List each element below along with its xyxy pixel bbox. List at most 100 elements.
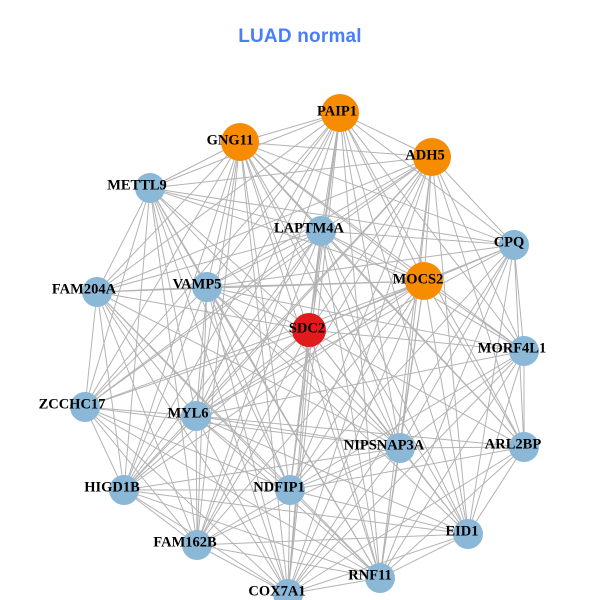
network-edge — [379, 446, 525, 579]
network-node-label: NIPSNAP3A — [344, 437, 425, 453]
network-node-label: FAM204A — [52, 281, 117, 297]
network-edge — [287, 230, 322, 595]
network-edge — [196, 230, 322, 546]
network-edge — [84, 329, 310, 408]
network-edge — [320, 230, 401, 449]
network-edge — [149, 156, 433, 189]
network-edge — [320, 230, 515, 246]
network-edge — [96, 230, 322, 293]
network-edge — [339, 112, 381, 579]
network-edge — [379, 533, 469, 579]
network-node-gng11[interactable] — [221, 123, 259, 161]
network-edge — [123, 489, 469, 535]
network-node-adh5[interactable] — [413, 138, 451, 176]
network-edge — [399, 447, 469, 535]
network-edge — [289, 447, 401, 491]
network-edge — [239, 141, 310, 331]
network-edge — [96, 291, 198, 546]
network-edge — [96, 187, 151, 293]
network-node-label: EID1 — [445, 523, 478, 539]
network-node-label: RNF11 — [348, 567, 392, 583]
network-node-zcchc17[interactable] — [70, 392, 100, 422]
network-edge — [195, 350, 525, 417]
network-node-label: MORF4L1 — [478, 340, 546, 356]
network-node-higd1b[interactable] — [109, 475, 139, 505]
network-node-fam204a[interactable] — [82, 277, 112, 307]
network-edge — [431, 156, 525, 448]
network-node-label: ZCCHC17 — [39, 396, 106, 412]
network-node-label: NDFIP1 — [253, 479, 305, 495]
network-edge — [196, 156, 433, 546]
network-edge — [84, 280, 425, 408]
network-node-vamp5[interactable] — [192, 272, 222, 302]
network-node-morf4l1[interactable] — [509, 336, 539, 366]
network-edge — [149, 187, 515, 246]
network-node-label: MYL6 — [167, 405, 208, 421]
network-edge — [289, 244, 515, 491]
network-node-label: LAPTM4A — [274, 220, 345, 236]
network-edge — [206, 244, 515, 288]
network-node-laptm4a[interactable] — [306, 216, 336, 246]
network-edge — [339, 112, 469, 535]
network-edge — [339, 112, 401, 449]
network-edge — [289, 230, 322, 491]
network-edge — [84, 406, 401, 449]
network-edge — [149, 187, 291, 491]
network-edge — [123, 415, 197, 491]
network-edge — [195, 286, 208, 417]
network-node-myl6[interactable] — [181, 401, 211, 431]
network-edge — [239, 141, 525, 352]
network-node-ndfip1[interactable] — [275, 475, 305, 505]
network-edge — [123, 489, 381, 579]
network-edge — [96, 291, 197, 417]
network-edge — [196, 544, 381, 579]
network-edge — [195, 415, 525, 448]
network-edge — [287, 156, 433, 595]
network-node-label: CPQ — [494, 234, 525, 250]
network-edge — [195, 415, 198, 546]
node-layer[interactable] — [70, 94, 539, 600]
network-edge — [84, 291, 98, 408]
network-edge — [149, 187, 289, 595]
network-edge — [287, 244, 515, 595]
network-node-paip1[interactable] — [321, 94, 359, 132]
network-edge — [289, 489, 469, 535]
network-edge — [431, 156, 525, 352]
network-node-nipsnap3a[interactable] — [385, 433, 415, 463]
network-node-label: MOCS2 — [393, 271, 444, 287]
network-node-fam162b[interactable] — [182, 530, 212, 560]
network-edge — [195, 415, 401, 449]
network-edge — [123, 187, 151, 491]
network-edge — [399, 244, 515, 449]
network-edge — [96, 291, 289, 595]
network-edge — [123, 141, 241, 491]
network-edge — [84, 286, 208, 408]
network-node-sdc2[interactable] — [292, 313, 326, 347]
network-edge — [423, 156, 433, 282]
network-edge — [320, 230, 381, 579]
network-edge — [467, 244, 515, 535]
network-node-mocs2[interactable] — [405, 262, 443, 300]
network-node-cpq[interactable] — [499, 230, 529, 260]
network-node-rnf11[interactable] — [365, 563, 395, 593]
network-edge — [84, 187, 151, 408]
network-edge — [206, 230, 322, 288]
network-node-label: FAM162B — [153, 534, 217, 550]
network-edge — [195, 329, 310, 417]
network-node-arl2bp[interactable] — [509, 432, 539, 462]
network-node-label: METTL9 — [107, 177, 167, 193]
network-edge — [123, 286, 208, 491]
network-edge — [149, 187, 401, 449]
network-node-eid1[interactable] — [453, 519, 483, 549]
network-edge — [399, 156, 433, 449]
network-node-cox7a1[interactable] — [273, 579, 303, 600]
network-edge — [287, 577, 381, 595]
network-edge — [289, 280, 425, 491]
network-edge — [149, 187, 198, 546]
network-edge — [339, 112, 515, 246]
network-edge — [308, 329, 525, 448]
network-edge — [320, 230, 425, 282]
network-node-mettl9[interactable] — [135, 173, 165, 203]
network-edge — [96, 286, 208, 293]
